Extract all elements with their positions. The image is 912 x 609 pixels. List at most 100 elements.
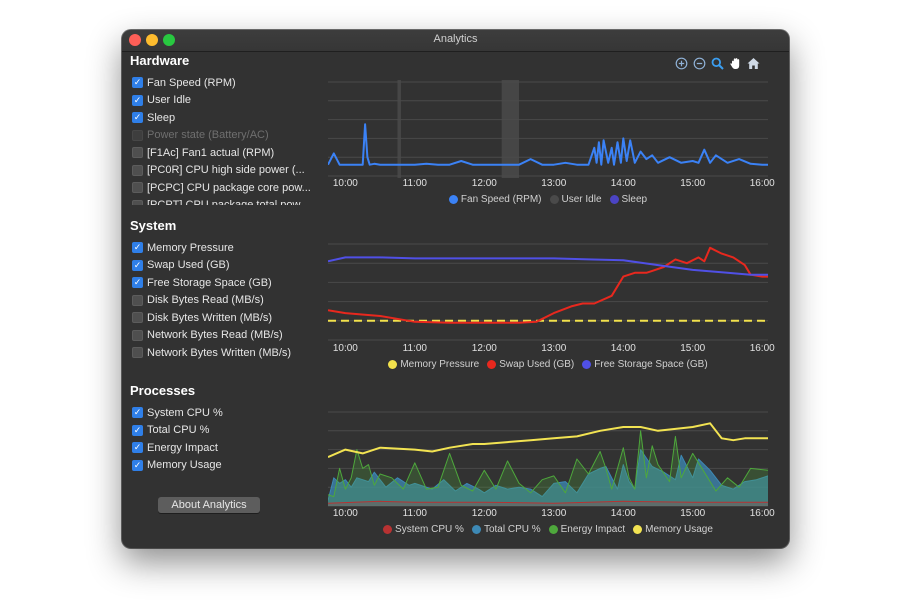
- legend-item[interactable]: Memory Pressure: [388, 359, 479, 370]
- plot-background: [328, 80, 768, 178]
- legend-swatch: [548, 525, 558, 534]
- checkbox-unchecked[interactable]: [132, 312, 143, 324]
- hardware-checkbox-row[interactable]: [PCPT] CPU package total pow...: [132, 197, 314, 205]
- legend-item[interactable]: Fan Speed (RPM): [448, 194, 542, 205]
- checkbox-label: Network Bytes Read (MB/s): [147, 329, 283, 342]
- legend-label: Total CPU %: [483, 524, 541, 535]
- system-checkbox-row[interactable]: Network Bytes Read (MB/s): [132, 327, 314, 345]
- legend-label: Memory Usage: [645, 524, 713, 535]
- memory-usage-line: [328, 422, 768, 459]
- checkbox-label: [PC0R] CPU high side power (...: [147, 164, 305, 177]
- checkbox-checked[interactable]: ✓: [132, 459, 143, 471]
- home-icon[interactable]: [746, 56, 761, 71]
- legend-item[interactable]: Sleep: [609, 194, 648, 205]
- checkbox-label: Memory Usage: [147, 459, 222, 472]
- processes-checkbox-row[interactable]: ✓ Energy Impact: [132, 439, 314, 457]
- system-checkbox-row[interactable]: Network Bytes Written (MB/s): [132, 344, 314, 362]
- system-checkbox-row[interactable]: ✓ Memory Pressure: [132, 239, 314, 257]
- hardware-chart-plot[interactable]: [328, 80, 768, 178]
- checkbox-label: Swap Used (GB): [147, 259, 230, 272]
- legend-item[interactable]: Memory Usage: [633, 524, 713, 535]
- legend-swatch: [582, 360, 592, 369]
- x-tick-label: 14:00: [610, 178, 636, 189]
- legend-swatch: [609, 195, 619, 204]
- system-checkbox-row[interactable]: ✓ Free Storage Space (GB): [132, 274, 314, 292]
- zoom-out-icon[interactable]: [692, 56, 707, 71]
- legend-item[interactable]: Total CPU %: [471, 524, 541, 535]
- checkbox-label: Sleep: [147, 111, 176, 124]
- x-tick-label: 10:00: [332, 508, 358, 519]
- zoom-window-button[interactable]: [163, 34, 175, 46]
- legend-label: Free Storage Space (GB): [594, 359, 708, 370]
- checkbox-label: Total CPU %: [147, 424, 210, 437]
- hardware-checkbox-row[interactable]: ✓ Fan Speed (RPM): [132, 74, 314, 92]
- checkbox-checked[interactable]: ✓: [132, 94, 143, 106]
- checkbox-unchecked[interactable]: [132, 199, 143, 205]
- legend-item[interactable]: Energy Impact: [548, 524, 625, 535]
- checkbox-checked[interactable]: ✓: [132, 424, 143, 436]
- system-checkbox-row[interactable]: Disk Bytes Written (MB/s): [132, 309, 314, 327]
- legend-item[interactable]: System CPU %: [383, 524, 464, 535]
- x-tick-label: 11:00: [402, 508, 427, 519]
- zoom-in-icon[interactable]: [674, 56, 689, 71]
- checkbox-checked[interactable]: ✓: [132, 277, 143, 289]
- checkbox-checked[interactable]: ✓: [132, 442, 143, 454]
- x-tick-label: 12:00: [471, 178, 497, 189]
- checkbox-unchecked[interactable]: [132, 164, 143, 176]
- legend-swatch: [633, 525, 643, 534]
- x-tick-label: 16:00: [749, 343, 775, 354]
- x-tick-label: 12:00: [471, 508, 497, 519]
- processes-checkbox-row[interactable]: ✓ Memory Usage: [132, 457, 314, 475]
- processes-checkbox-row[interactable]: ✓ Total CPU %: [132, 422, 314, 440]
- hardware-checkbox-list[interactable]: ✓ Fan Speed (RPM) ✓ User Idle ✓ Sleep Power st…: [132, 74, 314, 205]
- checkbox-label: Network Bytes Written (MB/s): [147, 346, 292, 359]
- checkbox-checked[interactable]: ✓: [132, 259, 143, 271]
- system-checkbox-row[interactable]: ✓ Swap Used (GB): [132, 257, 314, 275]
- close-window-button[interactable]: [129, 34, 141, 46]
- window-title: Analytics: [433, 33, 478, 45]
- system-chart-plot[interactable]: [328, 242, 768, 342]
- checkbox-checked[interactable]: ✓: [132, 77, 143, 89]
- checkbox-checked[interactable]: ✓: [132, 242, 143, 254]
- checkbox-checked[interactable]: ✓: [132, 112, 143, 124]
- zoom-magnify-icon[interactable]: [710, 56, 725, 71]
- system-section-title: System: [130, 218, 177, 233]
- hardware-checkbox-row[interactable]: [PCPC] CPU package core pow...: [132, 179, 314, 197]
- checkbox-label: Memory Pressure: [147, 241, 234, 254]
- checkbox-unchecked[interactable]: [132, 347, 143, 359]
- hardware-chart-legend: Fan Speed (RPM) User Idle Sleep: [328, 194, 768, 205]
- about-analytics-button[interactable]: About Analytics: [158, 497, 260, 513]
- checkbox-unchecked[interactable]: [132, 329, 143, 341]
- checkbox-label: [F1Ac] Fan1 actual (RPM): [147, 146, 275, 159]
- legend-item[interactable]: User Idle: [549, 194, 602, 205]
- hardware-checkbox-row[interactable]: [F1Ac] Fan1 actual (RPM): [132, 144, 314, 162]
- legend-label: Sleep: [621, 194, 648, 205]
- system-checkbox-row[interactable]: Disk Bytes Read (MB/s): [132, 292, 314, 310]
- pan-hand-icon[interactable]: [728, 56, 743, 71]
- minimize-window-button[interactable]: [146, 34, 158, 46]
- user-idle-band: [397, 80, 401, 178]
- title-bar[interactable]: Analytics: [122, 30, 789, 52]
- hardware-checkbox-row[interactable]: ✓ Sleep: [132, 109, 314, 127]
- legend-item[interactable]: Swap Used (GB): [487, 359, 574, 370]
- checkbox-checked[interactable]: ✓: [132, 407, 143, 419]
- checkbox-label: Free Storage Space (GB): [147, 276, 272, 289]
- x-tick-label: 15:00: [680, 178, 706, 189]
- hardware-checkbox-row[interactable]: [PC0R] CPU high side power (...: [132, 162, 314, 180]
- x-tick-label: 14:00: [610, 508, 636, 519]
- processes-checkbox-list: ✓ System CPU % ✓ Total CPU % ✓ Energy Impact ✓…: [132, 404, 314, 476]
- checkbox-unchecked[interactable]: [132, 294, 143, 306]
- legend-item[interactable]: Free Storage Space (GB): [582, 359, 708, 370]
- processes-checkbox-row[interactable]: ✓ System CPU %: [132, 404, 314, 422]
- x-tick-label: 11:00: [402, 178, 427, 189]
- x-tick-label: 16:00: [749, 508, 775, 519]
- analytics-window: Analytics Hardware ✓ Fan Speed (RPM) ✓ User…: [122, 30, 789, 548]
- checkbox-unchecked: [132, 129, 143, 141]
- checkbox-unchecked[interactable]: [132, 182, 143, 194]
- processes-chart-plot[interactable]: [328, 410, 768, 508]
- hardware-checkbox-row[interactable]: ✓ User Idle: [132, 92, 314, 110]
- x-tick-label: 13:00: [541, 178, 567, 189]
- checkbox-label: User Idle: [147, 94, 192, 107]
- legend-swatch: [549, 195, 559, 204]
- checkbox-unchecked[interactable]: [132, 147, 143, 159]
